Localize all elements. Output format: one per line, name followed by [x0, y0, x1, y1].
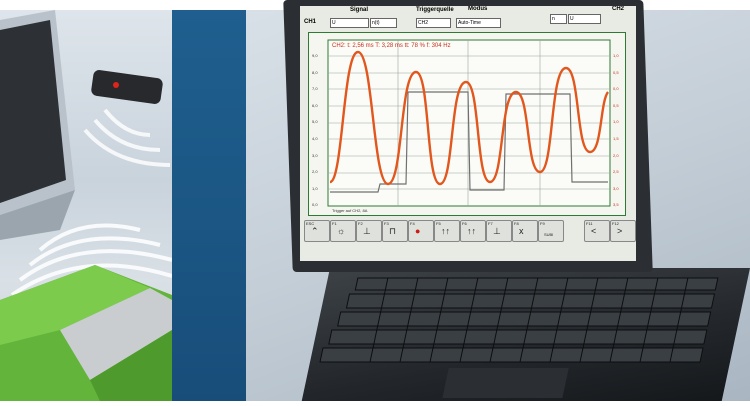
function-key-f12[interactable]: F12 > — [610, 220, 636, 242]
function-key-icon: ☼ — [337, 226, 346, 236]
function-key-icon: ⊥ — [363, 226, 371, 236]
right-axis-tick: 3,5 — [613, 202, 619, 208]
function-key-number: F12 — [612, 221, 619, 226]
function-key-number: F1 — [332, 221, 337, 226]
function-key-f6[interactable]: F6 ↑↑ — [460, 220, 486, 242]
function-key-f11[interactable]: F11 < — [584, 220, 610, 242]
right-axis-tick: 1,0 — [613, 119, 619, 125]
left-axis-tick: 0,0 — [312, 202, 318, 208]
function-key-number: F5 — [436, 221, 441, 226]
ch2-label: CH2 — [612, 6, 625, 12]
right-axis-tick: 0,0 — [613, 86, 619, 92]
right-axis-tick: 0,5 — [613, 102, 619, 108]
function-key-number: F7 — [488, 221, 493, 226]
ch1-trace — [330, 91, 608, 193]
function-key-icon: ⌃ — [311, 226, 319, 236]
function-key-icon: SUBI — [544, 232, 554, 237]
function-key-f2[interactable]: F2 ⊥ — [356, 220, 382, 242]
laptop-and-diagnostic-device-photo — [0, 10, 172, 401]
function-key-number: F4 — [410, 221, 415, 226]
channel-label: CH1 — [304, 19, 317, 25]
function-key-f4[interactable]: F4 ● — [408, 220, 434, 242]
trigger-select[interactable]: CH2 — [416, 18, 451, 28]
ch2-trace — [328, 50, 610, 186]
scope-plot: CH2: t: 2,56 ms T: 3,28 ms tt: 78 % f: 3… — [308, 32, 626, 216]
right-axis-tick: 2,0 — [613, 152, 619, 158]
right-axis-tick: 1,5 — [613, 136, 619, 141]
left-axis-tick: 2,0 — [312, 169, 318, 175]
dongle-led-icon — [113, 82, 119, 88]
left-axis-tick: 3,0 — [312, 152, 318, 158]
function-key-f7[interactable]: F7 ⊥ — [486, 220, 512, 242]
ch2-signal-select[interactable]: U — [568, 14, 601, 24]
blue-divider-band — [172, 0, 246, 401]
trigger-label: Triggerquelle — [416, 7, 454, 13]
right-axis-tick: 2,5 — [613, 169, 619, 175]
function-key-icon: ⊓ — [389, 226, 397, 236]
readout-text: CH2: t: 2,56 ms T: 3,28 ms tt: 78 % f: 3… — [332, 43, 451, 49]
left-photo-panel — [0, 0, 172, 401]
signal-label: Signal — [350, 7, 369, 13]
mode-select[interactable]: Auto-Time — [456, 18, 501, 28]
function-key-number: F9 — [540, 221, 545, 226]
function-key-icon: ⊥ — [493, 226, 501, 236]
signal-select[interactable]: U — [330, 18, 369, 28]
left-axis-tick: 4,0 — [312, 136, 318, 141]
function-key-icon: ↑↑ — [467, 226, 476, 236]
ch2-prefix-select[interactable]: n — [550, 14, 567, 24]
function-key-icon: ● — [415, 226, 421, 236]
function-key-f9[interactable]: F9 SUBI — [538, 220, 564, 242]
function-key-number: F11 — [586, 221, 593, 226]
function-key-number: F3 — [384, 221, 389, 226]
left-axis-tick: 7,0 — [312, 86, 318, 92]
trigger-note: Trigger auf CH2, 8A — [332, 208, 368, 213]
right-axis-tick: 1,0 — [613, 53, 619, 58]
function-key-number: F8 — [514, 221, 519, 226]
function-key-icon: < — [591, 226, 597, 236]
right-axis-tick: 0,5 — [613, 69, 619, 75]
wireless-arcs-icon — [10, 223, 172, 297]
function-key-number: F2 — [358, 221, 363, 226]
function-key-f5[interactable]: F5 ↑↑ — [434, 220, 460, 242]
function-key-number: ESC — [306, 221, 315, 226]
left-axis-tick: 5,0 — [312, 119, 318, 125]
function-key-icon: > — [617, 226, 623, 236]
left-axis-tick: 1,0 — [312, 185, 318, 191]
coupling-select[interactable]: n(t) — [370, 18, 397, 28]
function-key-esc[interactable]: ESC ⌃ — [304, 220, 330, 242]
left-axis-tick: 8,0 — [312, 69, 318, 75]
right-axis-tick: 3,0 — [613, 185, 619, 191]
function-key-icon: x — [519, 226, 524, 236]
function-key-f3[interactable]: F3 ⊓ — [382, 220, 408, 242]
function-key-icon: ↑↑ — [441, 226, 450, 236]
function-key-number: F6 — [462, 221, 467, 226]
left-axis-tick: 9,0 — [312, 53, 318, 58]
left-axis-tick: 6,0 — [312, 102, 318, 108]
function-key-f1[interactable]: F1 ☼ — [330, 220, 356, 242]
laptop-keyboard — [301, 268, 750, 401]
oscilloscope-screen: Signal Triggerquelle Modus CH2 CH1 U n(t… — [300, 6, 636, 261]
mode-label: Modus — [468, 6, 488, 12]
function-key-f8[interactable]: F8 x — [512, 220, 538, 242]
